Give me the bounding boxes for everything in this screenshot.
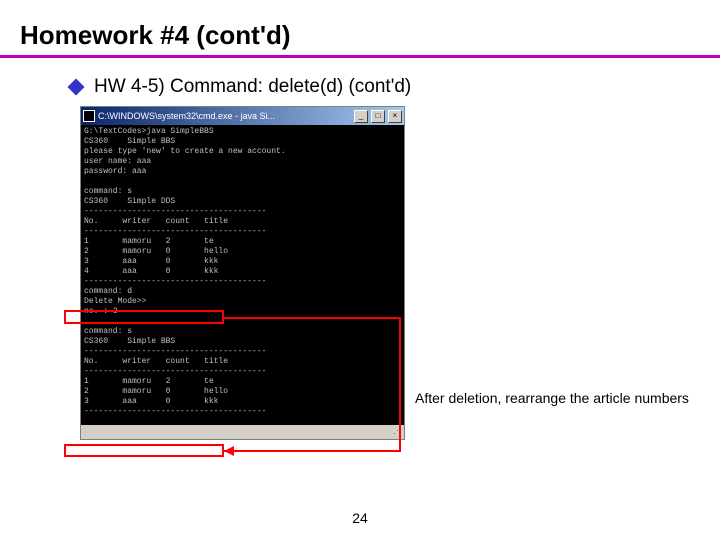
terminal-window: C:\WINDOWS\system32\cmd.exe - java Si...… (80, 106, 405, 440)
page-number: 24 (0, 510, 720, 526)
callout-label: After deletion, rearrange the article nu… (415, 390, 689, 406)
slide-title: Homework #4 (cont'd) (20, 20, 700, 51)
window-title-text: C:\WINDOWS\system32\cmd.exe - java Si... (98, 111, 351, 121)
highlight-box-after (64, 444, 224, 457)
resize-grip-icon: ⋰ (81, 425, 404, 439)
title-underline (0, 55, 720, 58)
bullet-text: HW 4-5) Command: delete(d) (cont'd) (94, 76, 411, 98)
cmd-icon (83, 110, 95, 122)
maximize-button[interactable]: □ (371, 110, 385, 123)
close-button[interactable]: × (388, 110, 402, 123)
highlight-box-before (64, 310, 224, 324)
minimize-button[interactable]: _ (354, 110, 368, 123)
diamond-bullet-icon (68, 79, 85, 96)
bullet-item: HW 4-5) Command: delete(d) (cont'd) (70, 76, 700, 98)
window-titlebar: C:\WINDOWS\system32\cmd.exe - java Si...… (81, 107, 404, 125)
terminal-output: G:\TextCodes>java SimpleBBS CS360 Simple… (81, 125, 404, 425)
